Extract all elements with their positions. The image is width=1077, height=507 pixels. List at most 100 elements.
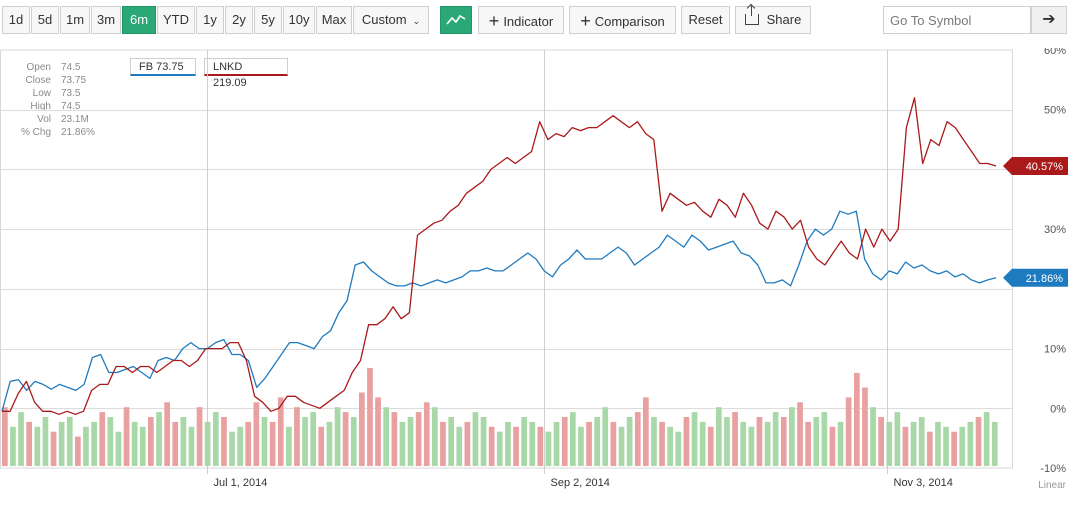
- volume-bar: [967, 421, 974, 466]
- volume-bar: [845, 397, 852, 466]
- volume-bar: [302, 417, 308, 466]
- volume-bar: [570, 412, 576, 466]
- volume-bar: [188, 426, 195, 466]
- volume-bar: [91, 421, 97, 466]
- volume-bar: [651, 417, 657, 466]
- volume-bar: [115, 431, 122, 466]
- volume-bar: [602, 407, 609, 466]
- range-button-2y[interactable]: 2y: [225, 6, 253, 34]
- volume-bar: [75, 436, 81, 466]
- reset-button[interactable]: Reset: [681, 6, 730, 34]
- volume-bar: [432, 407, 438, 466]
- volume-bar: [34, 426, 41, 466]
- volume-bar: [2, 407, 8, 466]
- volume-bar: [586, 421, 592, 466]
- range-button-5y[interactable]: 5y: [254, 6, 282, 34]
- volume-bar: [626, 417, 633, 466]
- volume-bar: [918, 417, 925, 466]
- volume-bar: [26, 421, 32, 466]
- range-button-5d[interactable]: 5d: [31, 6, 59, 34]
- volume-bar: [83, 426, 89, 466]
- symbol-search-input[interactable]: [883, 6, 1031, 34]
- volume-bar: [545, 431, 552, 466]
- volume-bar: [148, 417, 154, 466]
- volume-bar: [464, 421, 471, 466]
- range-button-1m[interactable]: 1m: [60, 6, 90, 34]
- volume-bar: [927, 431, 933, 466]
- volume-bar: [991, 421, 998, 466]
- volume-bar: [415, 412, 422, 466]
- volume-bar: [561, 417, 568, 466]
- volume-bar: [975, 417, 982, 466]
- legend-lnkd[interactable]: LNKD 219.09: [204, 58, 288, 89]
- volume-bar: [131, 421, 138, 466]
- volume-bar: [399, 421, 406, 466]
- ohlc-label: Close: [25, 75, 51, 86]
- volume-bar: [618, 426, 625, 466]
- plus-icon: +: [488, 11, 500, 31]
- chart-type-button[interactable]: [440, 6, 472, 34]
- go-button[interactable]: ➔: [1031, 6, 1067, 34]
- range-button-1d[interactable]: 1d: [2, 6, 30, 34]
- volume-bar: [480, 417, 487, 466]
- volume-bar: [58, 421, 65, 466]
- volume-bar: [213, 412, 219, 466]
- y-tick-label: 30%: [1044, 224, 1066, 236]
- volume-bar: [667, 426, 673, 466]
- volume-bar: [286, 426, 292, 466]
- volume-bar: [886, 421, 893, 466]
- volume-bar: [180, 417, 187, 466]
- legend-fb[interactable]: FB 73.75: [130, 58, 196, 76]
- comparison-button[interactable]: + Comparison: [569, 6, 676, 34]
- volume-bar: [139, 426, 146, 466]
- range-button-3m[interactable]: 3m: [91, 6, 121, 34]
- volume-bar: [683, 417, 690, 466]
- ohlc-row: Open 74.5: [10, 61, 95, 74]
- volume-bar: [724, 417, 730, 466]
- volume-bar: [837, 421, 844, 466]
- range-button-max[interactable]: Max: [316, 6, 352, 34]
- range-button-1y[interactable]: 1y: [196, 6, 224, 34]
- share-button[interactable]: Share: [735, 5, 811, 34]
- volume-bar: [269, 421, 276, 466]
- scale-label: Linear: [1038, 480, 1066, 491]
- indicator-label: Indicator: [503, 14, 554, 29]
- ohlc-value: 73.5: [61, 88, 81, 99]
- ohlc-value: 74.5: [61, 62, 81, 73]
- ohlc-row: Vol 23.1M: [10, 113, 95, 126]
- volume-bar: [245, 421, 252, 466]
- volume-bar: [862, 387, 868, 466]
- x-tick-label: Nov 3, 2014: [894, 477, 953, 489]
- range-button-ytd[interactable]: YTD: [157, 6, 195, 34]
- end-value-label: 21.86%: [1026, 273, 1064, 285]
- chart-toolbar: 1d 5d 1m 3m 6m YTD 1y 2y 5y 10y Max Custom ⌄ + Indicat…: [0, 0, 1077, 40]
- ohlc-label: Low: [32, 88, 51, 99]
- reset-label: Reset: [688, 12, 723, 27]
- share-icon: [744, 5, 759, 25]
- volume-bar: [423, 402, 430, 466]
- volume-bar: [951, 431, 957, 466]
- range-button-6m[interactable]: 6m: [122, 6, 156, 34]
- ohlc-row: % Chg 21.86%: [10, 126, 95, 139]
- ohlc-label: Vol: [37, 114, 51, 125]
- y-tick-label: 10%: [1044, 344, 1066, 356]
- volume-bar: [123, 407, 130, 466]
- range-button-10y[interactable]: 10y: [283, 6, 315, 34]
- volume-bar: [391, 412, 398, 466]
- x-tick-label: Jul 1, 2014: [214, 477, 268, 489]
- custom-range-dropdown[interactable]: Custom ⌄: [353, 6, 429, 34]
- volume-bar: [326, 421, 333, 466]
- end-value-label: 40.57%: [1026, 161, 1064, 173]
- y-tick-label: -10%: [1040, 463, 1066, 475]
- indicator-button[interactable]: + Indicator: [478, 6, 564, 34]
- volume-bar: [107, 417, 114, 466]
- volume-bar: [610, 421, 617, 466]
- volume-bar: [537, 426, 544, 466]
- plus-icon: +: [580, 11, 591, 31]
- volume-bar: [10, 426, 16, 466]
- volume-bar: [472, 412, 479, 466]
- volume-bar: [854, 372, 860, 466]
- volume-bar: [277, 397, 284, 466]
- custom-range-label: Custom: [361, 12, 407, 27]
